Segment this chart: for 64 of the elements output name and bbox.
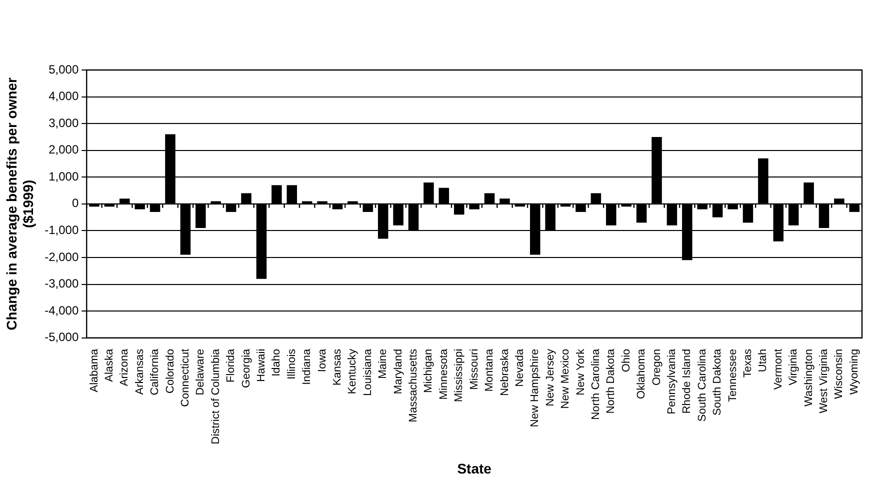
x-tick-label: North Dakota [605,348,618,414]
x-tick-label: Montana [484,348,496,392]
x-tick-label: Oklahoma [636,348,648,399]
x-tick-label: Colorado [164,348,176,394]
y-tick-label: -3,000 [44,276,79,291]
x-tick-label: Texas [742,348,754,378]
x-tick-label: West Virginia [818,348,830,414]
x-tick-label: Maryland [392,348,404,394]
y-tick-label: -4,000 [44,303,79,318]
x-tick-label: Connecticut [179,348,192,407]
y-tick-label: 2,000 [48,142,79,157]
x-tick-label: Arizona [118,348,131,386]
y-axis-title: Change in average benefits per owner ($1999) [3,76,36,330]
y-tick-label: -2,000 [44,250,79,264]
x-tick-label: Alabama [88,348,100,392]
x-tick-label: Tennessee [726,348,739,402]
x-tick-label: Iowa [316,348,328,372]
x-tick-label: Delaware [194,348,207,396]
x-tick-label: Louisiana [362,348,374,396]
x-tick-label: New Hampshire [529,348,542,428]
y-tick-label: 3,000 [48,116,79,130]
x-tick-label: Massachusetts [408,348,420,422]
x-tick-label: Hawaii [255,348,268,382]
x-tick-label: Alaska [103,348,116,382]
x-tick-label: Florida [225,348,238,382]
x-tick-label: North Carolina [590,348,602,420]
x-tick-label: Michigan [422,348,435,393]
x-tick-label: Washington [802,348,815,407]
x-tick-label: Nevada [514,348,526,387]
x-tick-label: Ohio [620,348,632,372]
x-tick-label: Mississippi [453,348,466,402]
x-tick-label: Illinois [286,348,298,380]
y-tick-label: 1,000 [48,169,79,184]
x-tick-label: Indiana [301,348,314,385]
y-tick-label: 0 [72,196,79,210]
x-tick-label: Kentucky [346,348,359,394]
x-tick-label: Missouri [468,348,480,390]
y-tick-label: 4,000 [48,89,79,104]
x-tick-label: South Dakota [712,348,724,416]
x-tick-label: New Mexico [560,348,572,409]
y-tick-label: -1,000 [44,223,79,238]
x-tick-label: Vermont [772,348,784,390]
x-tick-label: Wyoming [848,348,860,395]
x-axis-title: State [457,460,492,476]
x-tick-label: Nebraska [498,348,511,396]
x-tick-label: Rhode Island [681,348,694,414]
x-tick-label: New York [574,348,587,396]
x-tick-label: Georgia [240,348,252,388]
x-tick-label: Pennsylvania [666,348,678,414]
x-tick-label: Oregon [650,348,663,386]
x-tick-label: California [149,348,162,396]
x-tick-label: District of Columbia [210,348,222,444]
x-tick-label: Utah [757,348,770,372]
x-tick-label: Maine [377,348,390,379]
x-tick-label: New Jersey [544,348,556,406]
x-tick-label: Wisconsin [833,348,846,399]
x-tick-label: Idaho [270,348,283,376]
x-tick-label: Kansas [332,348,344,386]
x-tick-label: Virginia [788,348,800,386]
y-tick-label: -5,000 [44,330,79,344]
x-tick-label: South Carolina [696,348,708,422]
x-tick-label: Minnesota [438,348,450,400]
x-tick-label: Arkansas [134,348,146,395]
y-tick-label: 5,000 [48,62,79,76]
